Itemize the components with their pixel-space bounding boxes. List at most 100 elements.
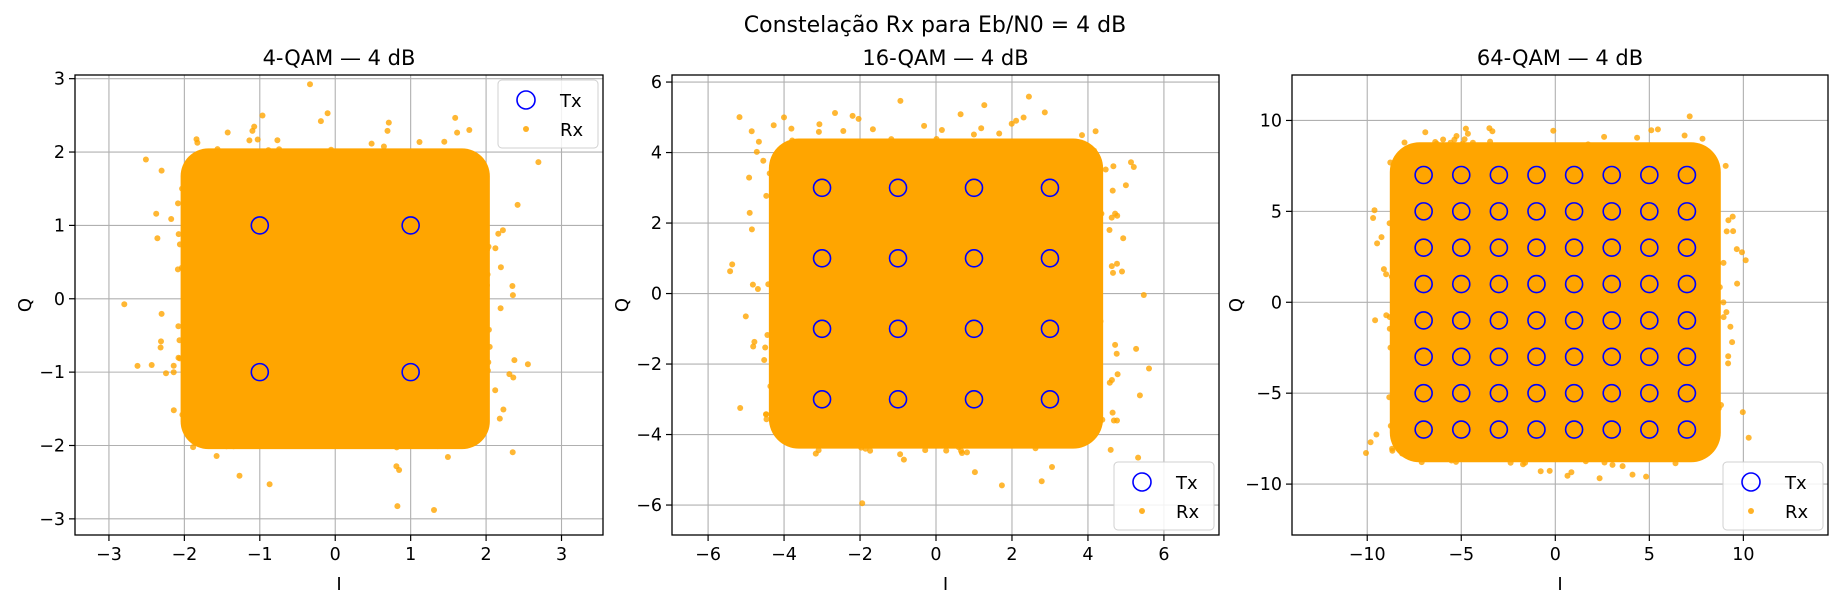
rx-point [1453, 133, 1460, 139]
rx-point [394, 503, 401, 510]
tx-point [1602, 383, 1622, 403]
rx-point [497, 264, 504, 271]
rx-point [869, 126, 876, 133]
rx-point [509, 283, 516, 289]
rx-point [1136, 392, 1143, 399]
tx-point [1677, 347, 1697, 367]
rx-point [1601, 133, 1608, 140]
rx-point [1725, 353, 1732, 360]
tx-point [1602, 238, 1622, 258]
tx-point [1451, 347, 1471, 367]
rx-cloud [180, 148, 490, 450]
rx-point [454, 129, 461, 136]
rx-point [1733, 246, 1740, 253]
rx-point [1720, 259, 1727, 266]
rx-point [1378, 234, 1385, 241]
rx-point [1135, 454, 1142, 461]
rx-point [236, 472, 243, 479]
tx-point [1564, 347, 1584, 367]
legend-box [1722, 461, 1824, 531]
tx-point [812, 319, 832, 339]
rx-point [1725, 360, 1732, 367]
legend-rx-label: Rx [560, 120, 584, 141]
rx-point [1686, 113, 1693, 120]
rx-point [416, 139, 423, 145]
tx-point [1489, 165, 1509, 185]
tx-point [1564, 420, 1584, 439]
tx-point [1527, 238, 1546, 258]
legend-tx-marker [1741, 472, 1761, 492]
tx-point [1640, 165, 1659, 185]
rx-point [134, 362, 141, 369]
x-axis-label: I [336, 574, 341, 595]
rx-point [384, 127, 391, 134]
tx-point [1602, 420, 1622, 439]
rx-point [307, 81, 313, 88]
rx-point [511, 357, 518, 364]
tx-points [250, 216, 420, 382]
rx-point [1363, 450, 1369, 456]
rx-point [492, 245, 499, 252]
y-tick-label: −6 [636, 496, 662, 516]
rx-point [1730, 228, 1737, 235]
tx-point [888, 389, 908, 409]
rx-point [1008, 120, 1015, 127]
rx-point [452, 114, 459, 121]
rx-point [1654, 126, 1661, 133]
rx-cloud [768, 138, 1104, 449]
tx-point [1564, 311, 1584, 330]
rx-point [514, 201, 521, 208]
rx-point [1025, 93, 1032, 100]
tx-point [401, 362, 420, 382]
tx-point [964, 248, 984, 268]
rx-point [1112, 341, 1119, 348]
y-tick-label: 3 [54, 70, 65, 90]
rx-point [1486, 125, 1493, 132]
tx-point [1451, 420, 1471, 439]
tx-point [1602, 347, 1622, 367]
tx-point [1040, 178, 1060, 198]
rx-point [958, 447, 965, 454]
rx-point [1372, 317, 1379, 324]
tx-point [1451, 202, 1471, 221]
rx-point [246, 137, 253, 144]
tx-point [1677, 311, 1697, 330]
y-tick-label: 4 [651, 144, 662, 164]
y-tick-label: 0 [1271, 293, 1282, 313]
rx-point [499, 227, 506, 234]
rx-point [1619, 463, 1626, 470]
rx-point [957, 111, 964, 118]
rx-cloud [1389, 142, 1721, 463]
rx-point [840, 128, 847, 134]
rx-point [1609, 461, 1616, 468]
rx-point [1133, 345, 1140, 352]
rx-point [1367, 439, 1374, 446]
rx-point [495, 230, 502, 237]
rx-point [368, 140, 375, 147]
rx-point [259, 112, 266, 119]
rx-point [1727, 323, 1734, 330]
rx-point [1122, 182, 1129, 189]
rx-point [1128, 159, 1134, 166]
tx-point [1564, 202, 1584, 221]
rx-point [1722, 162, 1729, 169]
tx-point [1677, 274, 1697, 294]
rx-point [1108, 214, 1115, 221]
x-tick-label: 2 [1006, 545, 1017, 565]
rx-point [781, 114, 787, 121]
rx-point [1401, 139, 1408, 146]
tx-point [1602, 274, 1622, 294]
legend-box [1113, 461, 1215, 531]
x-tick-label: −2 [171, 545, 197, 565]
rx-point [510, 374, 517, 381]
rx-point [855, 115, 862, 122]
tx-point [964, 178, 984, 198]
legend-rx-marker [523, 126, 529, 132]
rx-point [1564, 472, 1571, 479]
rx-point [1462, 125, 1469, 132]
legend-rx-label: Rx [1785, 502, 1809, 523]
rx-point [317, 118, 324, 125]
rx-point [148, 362, 155, 368]
rx-point [496, 415, 503, 422]
